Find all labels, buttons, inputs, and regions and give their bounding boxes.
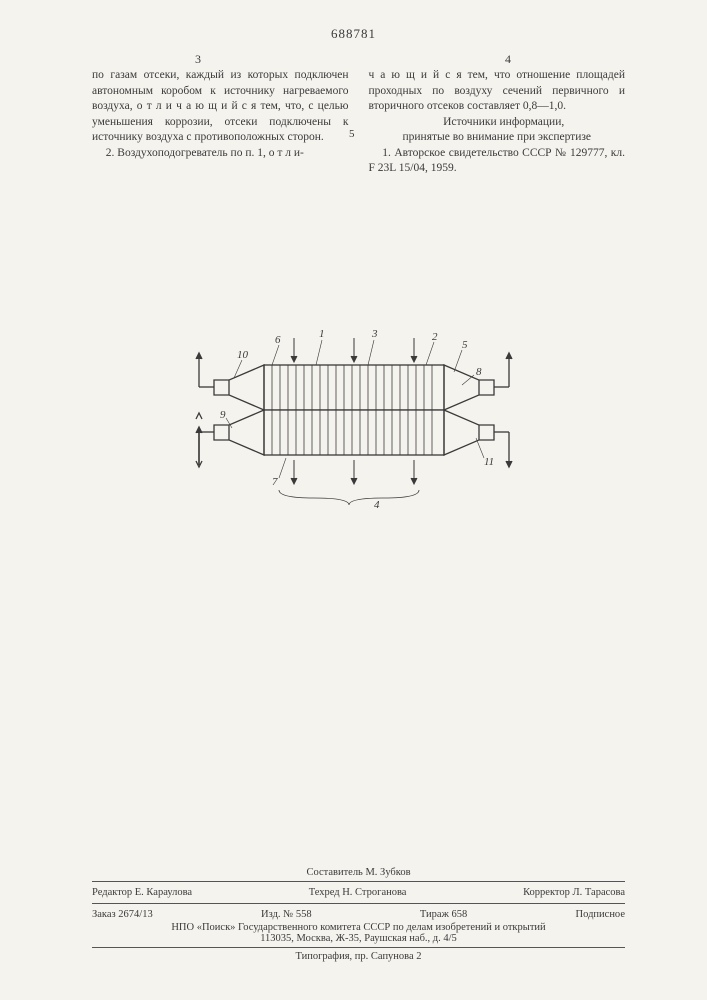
left-column: по газам отсеки, каждый из которых подкл… xyxy=(92,68,349,177)
order-number: Заказ 2674/13 xyxy=(92,909,153,920)
tirage: Тираж 658 xyxy=(420,909,467,920)
column-number-left: 3 xyxy=(195,52,201,67)
corrector: Корректор Л. Тарасова xyxy=(523,887,625,898)
left-col-p1: по газам отсеки, каждый из которых подкл… xyxy=(92,68,349,146)
left-col-p2: 2. Воздухоподогреватель по п. 1, о т л и… xyxy=(92,146,349,162)
diagram-svg: 1 2 3 4 5 6 7 8 9 10 11 xyxy=(144,310,564,510)
svg-text:7: 7 xyxy=(272,476,278,488)
print-row: Заказ 2674/13 Изд. № 558 Тираж 658 Подпи… xyxy=(92,907,625,922)
techred: Техред Н. Строганова xyxy=(309,887,407,898)
svg-text:10: 10 xyxy=(237,349,249,361)
svg-text:4: 4 xyxy=(374,499,380,510)
editorial-row: Редактор Е. Караулова Техред Н. Строгано… xyxy=(92,885,625,900)
svg-text:5: 5 xyxy=(462,339,468,351)
org-line: НПО «Поиск» Государственного комитета СС… xyxy=(92,922,625,933)
compiler-line: Составитель М. Зубков xyxy=(92,867,625,878)
svg-text:8: 8 xyxy=(476,366,482,378)
column-number-right: 4 xyxy=(505,52,511,67)
svg-text:3: 3 xyxy=(371,328,378,340)
text-columns: по газам отсеки, каждый из которых подкл… xyxy=(92,68,625,177)
right-col-sources-title: Источники информации, xyxy=(369,115,626,131)
izd-number: Изд. № 558 xyxy=(261,909,312,920)
svg-text:2: 2 xyxy=(432,331,438,343)
svg-text:9: 9 xyxy=(220,409,226,421)
right-col-sources-sub: принятые во внимание при экспертизе xyxy=(369,130,626,146)
heat-exchanger-diagram: 1 2 3 4 5 6 7 8 9 10 11 xyxy=(144,310,564,510)
footer: Составитель М. Зубков Редактор Е. Караул… xyxy=(92,867,625,962)
printer-line: Типография, пр. Сапунова 2 xyxy=(92,951,625,962)
svg-text:1: 1 xyxy=(319,328,325,340)
right-col-p1: ч а ю щ и й с я тем, что отношение площа… xyxy=(369,68,626,115)
svg-text:11: 11 xyxy=(484,456,494,468)
address-line: 113035, Москва, Ж-35, Раушская наб., д. … xyxy=(92,933,625,944)
editor: Редактор Е. Караулова xyxy=(92,887,192,898)
subscript: Подписное xyxy=(576,909,625,920)
patent-number: 688781 xyxy=(331,26,376,42)
right-col-p3: 1. Авторское свидетельство СССР № 129777… xyxy=(369,146,626,177)
right-column: ч а ю щ и й с я тем, что отношение площа… xyxy=(369,68,626,177)
svg-text:6: 6 xyxy=(275,334,281,346)
